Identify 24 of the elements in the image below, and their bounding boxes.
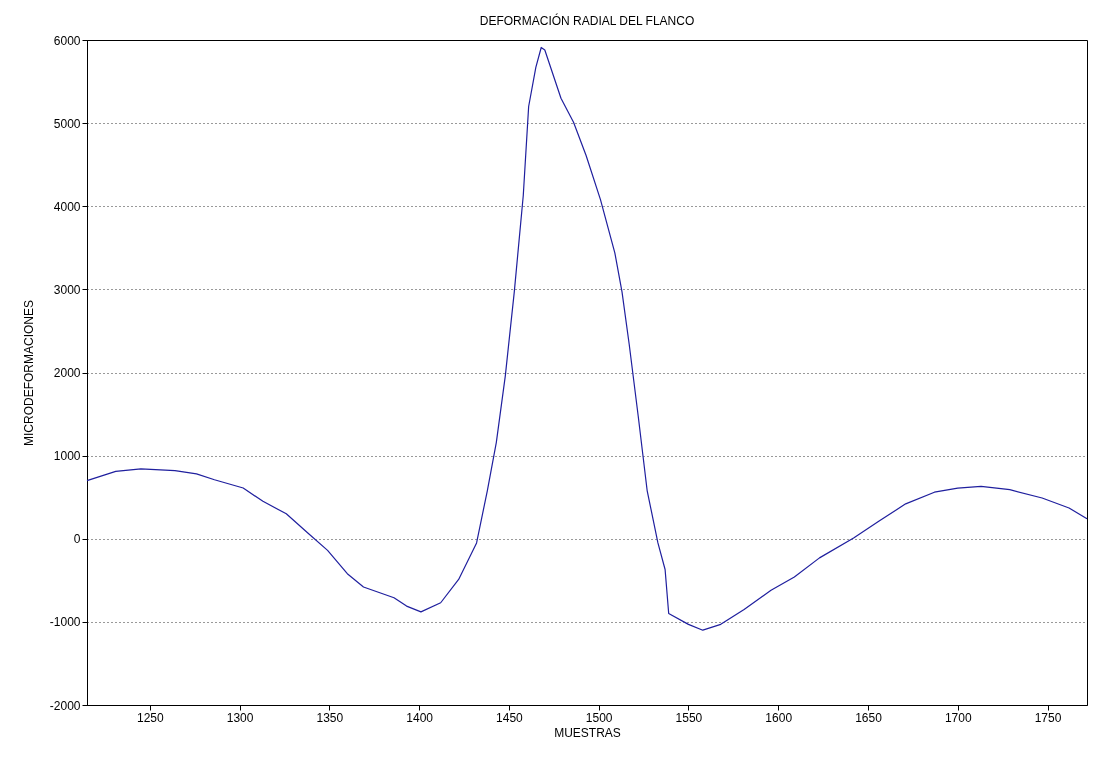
y-tick-label: 4000 <box>53 199 81 214</box>
y-tick-label: 2000 <box>53 366 81 380</box>
y-tick-label: 3000 <box>53 282 81 297</box>
x-tick-label: 1350 <box>316 710 344 725</box>
x-tick-label: 1650 <box>855 710 883 725</box>
x-tick-label: 1450 <box>496 710 524 725</box>
chart-title: DEFORMACIÓN RADIAL DEL FLANCO <box>479 13 695 28</box>
y-tick-label: 1000 <box>53 449 81 464</box>
x-tick-label: 1500 <box>585 710 613 725</box>
x-tick-label: 1300 <box>226 710 254 725</box>
line-series <box>86 46 1088 631</box>
x-tick-label: 1550 <box>675 710 703 725</box>
y-tick-label: 5000 <box>53 116 81 131</box>
x-tick-label: 1700 <box>944 710 972 725</box>
x-tick-label: 1750 <box>1034 710 1062 725</box>
x-tick-label: 1600 <box>765 710 793 725</box>
x-tick-label: 1400 <box>406 710 434 725</box>
x-tick-label: 1250 <box>136 710 165 725</box>
x-axis-title: MUESTRAS <box>554 725 621 740</box>
y-tick-label: -2000 <box>49 698 81 713</box>
y-tick-label: -1000 <box>49 615 81 630</box>
y-tick-label: 0 <box>73 532 81 547</box>
y-tick-label: 6000 <box>53 33 81 48</box>
y-axis-title: MICRODEFORMACIONES <box>21 299 36 447</box>
